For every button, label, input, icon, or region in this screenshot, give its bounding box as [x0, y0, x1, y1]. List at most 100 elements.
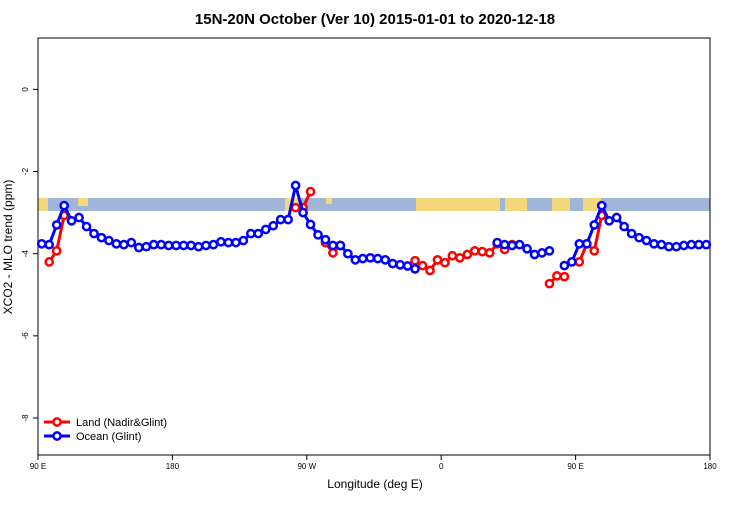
legend-label: Land (Nadir&Glint) [76, 417, 167, 429]
legend-label: Ocean (Glint) [76, 431, 141, 443]
data-point [156, 239, 167, 250]
data-point [544, 278, 555, 289]
data-point [290, 180, 301, 191]
data-point [462, 249, 473, 260]
data-point [357, 253, 368, 264]
data-point [178, 240, 189, 251]
data-point [425, 265, 435, 276]
data-point [432, 255, 443, 265]
data-point [328, 240, 338, 251]
data-point [96, 232, 107, 243]
data-point [634, 232, 644, 243]
data-point [44, 257, 55, 267]
data-point [492, 237, 503, 248]
data-point [231, 237, 241, 248]
legend-marker [52, 431, 62, 441]
data-point [380, 255, 391, 265]
data-point [619, 221, 629, 232]
data-point [686, 239, 697, 250]
data-point [395, 259, 405, 270]
y-tick-label: 0 [21, 87, 30, 92]
y-tick-label: -8 [21, 414, 30, 422]
y-axis-label: XCO2 - MLO trend (ppm) [1, 180, 15, 315]
data-point [701, 239, 712, 250]
data-point [559, 260, 570, 271]
data-point [81, 221, 92, 232]
data-point [581, 238, 592, 249]
data-point [589, 245, 600, 256]
data-point [567, 257, 577, 267]
data-point [201, 240, 211, 251]
data-point [89, 228, 99, 239]
data-point [171, 240, 181, 251]
data-point [51, 245, 62, 256]
data-point [104, 235, 114, 246]
data-point [537, 248, 547, 258]
data-point [141, 241, 152, 252]
data-point [499, 239, 510, 250]
data-point [163, 240, 174, 251]
data-point [343, 248, 353, 259]
data-point [626, 228, 637, 239]
chart-title: 15N-20N October (Ver 10) 2015-01-01 to 2… [195, 11, 555, 28]
data-point [596, 200, 607, 211]
data-point [268, 220, 279, 231]
legend-marker [52, 417, 62, 427]
data-point [350, 255, 361, 265]
data-point [387, 258, 398, 269]
data-point [455, 252, 465, 263]
data-point [604, 215, 615, 226]
data-point [119, 239, 129, 250]
x-tick-label: 180 [703, 462, 717, 471]
data-point [298, 207, 308, 218]
data-point [641, 235, 652, 246]
y-tick-label: -4 [21, 250, 30, 258]
data-point [290, 202, 301, 213]
x-tick-label: 0 [439, 462, 444, 471]
data-point [477, 246, 488, 257]
data-point [574, 238, 585, 249]
data-point [238, 235, 249, 246]
data-point [507, 240, 517, 251]
data-point [111, 238, 122, 249]
data-point [372, 253, 383, 264]
data-point [305, 219, 316, 230]
data-point [66, 215, 77, 226]
data-point [552, 271, 562, 281]
data-point [36, 238, 47, 249]
data-point [544, 245, 555, 256]
data-point [208, 239, 219, 250]
data-point [313, 229, 323, 240]
data-point [469, 245, 480, 256]
data-point [328, 248, 338, 258]
data-point [664, 241, 674, 252]
y-tick-label: -6 [21, 332, 30, 340]
data-point [574, 257, 585, 267]
land-mask [38, 198, 710, 211]
data-point [417, 260, 428, 271]
data-point [283, 214, 293, 225]
data-point [671, 241, 682, 252]
data-point [410, 264, 420, 274]
x-tick-label: 90 E [30, 462, 46, 471]
data-point [216, 236, 226, 247]
x-axis-label: Longitude (deg E) [327, 477, 422, 491]
data-point [693, 239, 704, 250]
data-point [559, 271, 570, 282]
data-point [305, 186, 316, 197]
data-point [59, 200, 69, 211]
data-point [611, 212, 622, 223]
data-point [223, 237, 234, 248]
data-point [260, 224, 271, 235]
data-point [51, 220, 62, 230]
data-point [253, 228, 264, 239]
data-point [126, 237, 137, 248]
data-point [656, 239, 667, 250]
x-tick-label: 180 [166, 462, 180, 471]
x-tick-label: 90 E [567, 462, 583, 471]
data-point [522, 243, 532, 254]
data-point [589, 220, 600, 230]
data-point [275, 214, 286, 225]
data-point [410, 255, 420, 266]
